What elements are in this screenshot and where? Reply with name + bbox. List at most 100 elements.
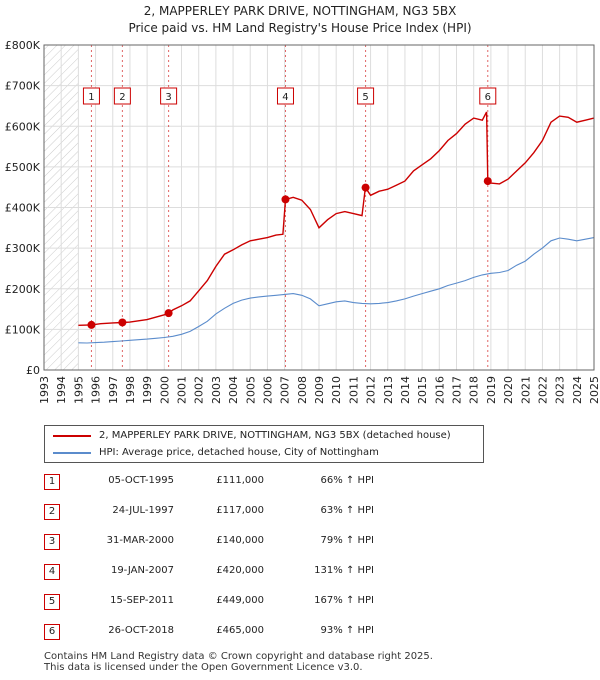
chart-title: 2, MAPPERLEY PARK DRIVE, NOTTINGHAM, NG3… [144, 4, 457, 18]
y-tick-label: £100K [5, 323, 41, 336]
sale-number: 1 [44, 474, 60, 490]
sale-label: 1 [88, 92, 94, 103]
legend-label-hpi: HPI: Average price, detached house, City… [99, 447, 379, 458]
y-tick-label: £700K [5, 80, 41, 93]
chart-subtitle: Price paid vs. HM Land Registry's House … [128, 21, 471, 35]
sale-hpi: 93% ↑ HPI [320, 625, 374, 636]
table-row: 2 24-JUL-1997 £117,000 63% ↑ HPI [44, 503, 464, 523]
table-row: 6 26-OCT-2018 £465,000 93% ↑ HPI [44, 623, 464, 643]
sale-hpi: 131% ↑ HPI [314, 565, 374, 576]
sale-price: £449,000 [216, 595, 264, 606]
sale-label: 4 [282, 92, 288, 103]
x-tick-label: 2004 [227, 376, 240, 404]
sale-point [281, 195, 290, 204]
sale-number: 2 [44, 504, 60, 520]
sale-point [164, 309, 173, 318]
sale-number: 5 [44, 594, 60, 610]
x-tick-label: 2001 [176, 376, 189, 404]
sale-label: 2 [119, 92, 125, 103]
x-tick-label: 2017 [451, 376, 464, 404]
hpi-line [78, 237, 595, 344]
sale-point [118, 318, 127, 327]
sale-hpi: 79% ↑ HPI [320, 535, 374, 546]
sale-point [361, 183, 370, 192]
sale-date: 05-OCT-1995 [108, 475, 174, 486]
x-tick-label: 2013 [382, 376, 395, 404]
y-tick-label: £300K [5, 242, 41, 255]
x-tick-label: 2023 [554, 376, 567, 404]
x-tick-label: 2012 [365, 376, 378, 404]
sale-label-box [160, 87, 178, 105]
x-tick-label: 1994 [55, 376, 68, 404]
x-tick-label: 2021 [519, 376, 532, 404]
price-chart: 2, MAPPERLEY PARK DRIVE, NOTTINGHAM, NG3… [5, 4, 600, 404]
table-row: 1 05-OCT-1995 £111,000 66% ↑ HPI [44, 473, 464, 493]
x-tick-label: 1997 [107, 376, 120, 404]
sale-date: 31-MAR-2000 [106, 535, 174, 546]
legend-item-property: 2, MAPPERLEY PARK DRIVE, NOTTINGHAM, NG3… [53, 428, 451, 444]
x-tick-label: 2016 [433, 376, 446, 404]
sale-label-box [113, 87, 131, 105]
x-tick-label: 2000 [158, 376, 171, 404]
x-tick-label: 2008 [296, 376, 309, 404]
x-tick-label: 2022 [536, 376, 549, 404]
sale-label-box [276, 87, 294, 105]
sale-price: £420,000 [216, 565, 264, 576]
x-tick-label: 2018 [468, 376, 481, 404]
x-tick-label: 2003 [210, 376, 223, 404]
table-row: 4 19-JAN-2007 £420,000 131% ↑ HPI [44, 563, 464, 583]
x-tick-label: 2020 [502, 376, 515, 404]
x-tick-label: 1995 [72, 376, 85, 404]
x-tick-label: 1999 [141, 376, 154, 404]
sale-price: £111,000 [216, 475, 264, 486]
sale-label-box [82, 87, 100, 105]
x-tick-label: 2009 [313, 376, 326, 404]
y-tick-label: £500K [5, 161, 41, 174]
x-tick-label: 2011 [347, 376, 360, 404]
sale-hpi: 63% ↑ HPI [320, 505, 374, 516]
y-tick-label: £800K [5, 39, 41, 52]
sale-label-box [479, 87, 497, 105]
sale-number: 3 [44, 534, 60, 550]
sale-hpi: 167% ↑ HPI [314, 595, 374, 606]
sale-point [87, 320, 96, 329]
x-tick-label: 2019 [485, 376, 498, 404]
sale-date: 24-JUL-1997 [112, 505, 174, 516]
sale-label-box [357, 87, 375, 105]
x-tick-label: 1998 [124, 376, 137, 404]
sale-price: £117,000 [216, 505, 264, 516]
x-tick-label: 2002 [193, 376, 206, 404]
sale-number: 6 [44, 624, 60, 640]
x-tick-label: 2025 [588, 376, 600, 404]
sale-date: 19-JAN-2007 [110, 565, 174, 576]
footer-notice: Contains HM Land Registry data © Crown c… [44, 651, 433, 673]
x-tick-label: 1996 [90, 376, 103, 404]
x-tick-label: 2005 [244, 376, 257, 404]
sale-date: 26-OCT-2018 [108, 625, 174, 636]
footer-copyright: Contains HM Land Registry data © Crown c… [44, 651, 433, 662]
sale-point [483, 177, 492, 186]
x-tick-label: 2014 [399, 376, 412, 404]
legend-item-hpi: HPI: Average price, detached house, City… [53, 445, 379, 461]
sale-hpi: 66% ↑ HPI [320, 475, 374, 486]
sale-price: £140,000 [216, 535, 264, 546]
legend-swatch-hpi [53, 452, 91, 454]
legend-label-property: 2, MAPPERLEY PARK DRIVE, NOTTINGHAM, NG3… [99, 430, 451, 441]
y-tick-label: £200K [5, 283, 41, 296]
legend-swatch-property [53, 435, 91, 437]
x-tick-label: 1993 [38, 376, 51, 404]
footer-licence: This data is licensed under the Open Gov… [44, 662, 363, 673]
x-tick-label: 2015 [416, 376, 429, 404]
table-row: 3 31-MAR-2000 £140,000 79% ↑ HPI [44, 533, 464, 553]
sale-label: 3 [165, 92, 171, 103]
table-row: 5 15-SEP-2011 £449,000 167% ↑ HPI [44, 593, 464, 613]
sale-number: 4 [44, 564, 60, 580]
plot-border [43, 44, 595, 371]
x-tick-label: 2010 [330, 376, 343, 404]
sale-label: 6 [485, 92, 491, 103]
x-tick-label: 2024 [571, 376, 584, 404]
chart-legend: 2, MAPPERLEY PARK DRIVE, NOTTINGHAM, NG3… [44, 425, 484, 463]
sale-price: £465,000 [216, 625, 264, 636]
sale-label: 5 [362, 92, 368, 103]
y-tick-label: £0 [26, 364, 40, 377]
